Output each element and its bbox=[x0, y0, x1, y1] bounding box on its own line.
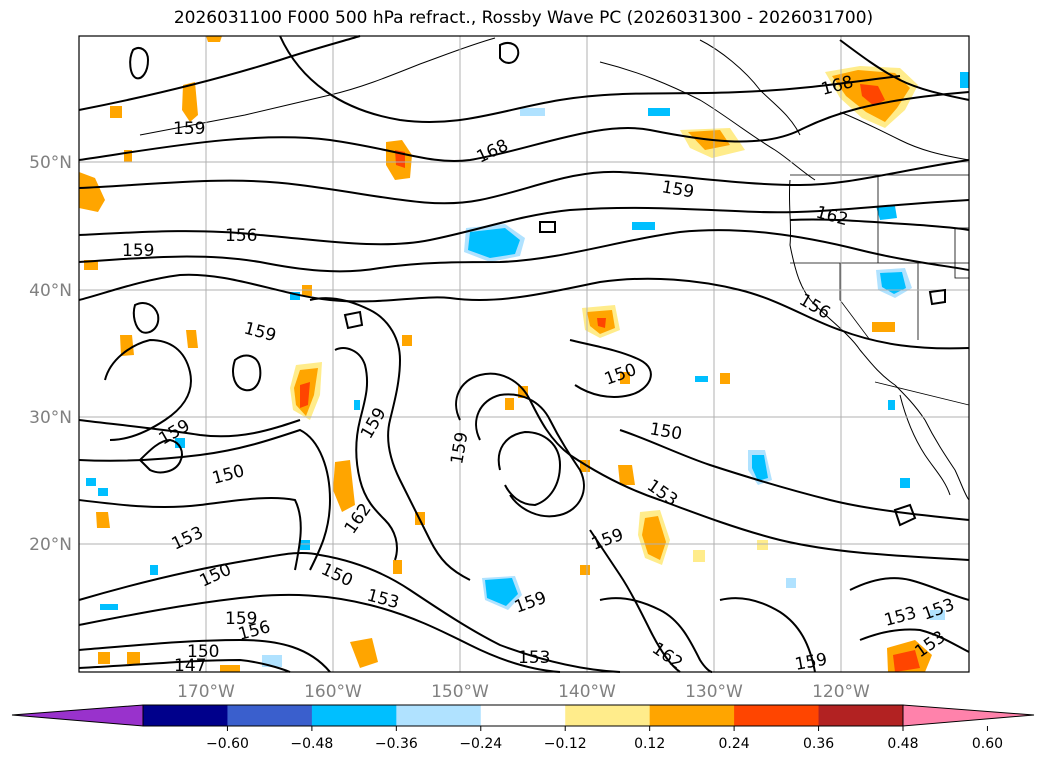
contour-label: 159 bbox=[225, 609, 257, 629]
colorbar-cell bbox=[12, 705, 143, 726]
lat-label: 30°N bbox=[29, 408, 72, 428]
colorbar-tick-label: −0.36 bbox=[375, 736, 418, 752]
colorbar-cell bbox=[227, 705, 313, 726]
lon-label: 160°W bbox=[304, 682, 362, 702]
colorbar-tick-label: 0.48 bbox=[887, 736, 918, 752]
colorbar-tick-label: −0.60 bbox=[206, 736, 249, 752]
lon-label: 120°W bbox=[812, 682, 870, 702]
lon-label: 170°W bbox=[177, 682, 235, 702]
colorbar-cell bbox=[903, 705, 1034, 726]
colorbar-outline bbox=[142, 704, 904, 727]
shaded-anomaly-areas bbox=[79, 36, 969, 672]
lat-label: 20°N bbox=[29, 535, 72, 555]
contour-label: 159 bbox=[173, 119, 205, 139]
contour-label: 156 bbox=[225, 226, 257, 246]
lon-label: 150°W bbox=[431, 682, 489, 702]
contour-label: 159 bbox=[122, 241, 154, 261]
colorbar-cell bbox=[396, 705, 482, 726]
lon-label: 130°W bbox=[685, 682, 743, 702]
contour-label: 147 bbox=[174, 656, 206, 676]
colorbar-cell bbox=[311, 705, 397, 726]
colorbar-cell bbox=[818, 705, 904, 726]
colorbar-tick-label: 0.12 bbox=[634, 736, 665, 752]
contour-label: 150 bbox=[187, 642, 219, 662]
colorbar-tick-label: −0.12 bbox=[544, 736, 587, 752]
map-title: 2026031100 F000 500 hPa refract., Rossby… bbox=[173, 8, 874, 28]
colorbar-tick-label: 0.60 bbox=[972, 736, 1003, 752]
colorbar-cell bbox=[565, 705, 651, 726]
lat-label: 40°N bbox=[29, 281, 72, 301]
latitude-labels: 50°N 40°N 30°N 20°N bbox=[29, 153, 72, 555]
contour-label: 153 bbox=[518, 648, 550, 668]
contour-labels: 159 159 156 168 159 168 162 159 156 159 … bbox=[122, 72, 957, 676]
colorbar-cell bbox=[649, 705, 735, 726]
map-frame bbox=[78, 35, 970, 673]
colorbar-tick-label: −0.24 bbox=[459, 736, 502, 752]
colorbar: −0.60 −0.48 −0.36 −0.24 −0.12 0.12 0.24 0.36 0.4… bbox=[11, 704, 1035, 752]
colorbar-cell bbox=[143, 705, 228, 726]
refractivity-contours bbox=[78, 35, 970, 673]
lon-label: 140°W bbox=[558, 682, 616, 702]
colorbar-tick-label: −0.48 bbox=[290, 736, 333, 752]
colorbar-tick-label: 0.36 bbox=[803, 736, 834, 752]
map-background bbox=[79, 36, 969, 672]
colorbar-cell bbox=[480, 705, 566, 726]
colorbar-tick-label: 0.24 bbox=[719, 736, 750, 752]
lat-label: 50°N bbox=[29, 153, 72, 173]
longitude-labels: 170°W 160°W 150°W 140°W 130°W 120°W bbox=[177, 682, 870, 702]
colorbar-cell bbox=[734, 705, 820, 726]
